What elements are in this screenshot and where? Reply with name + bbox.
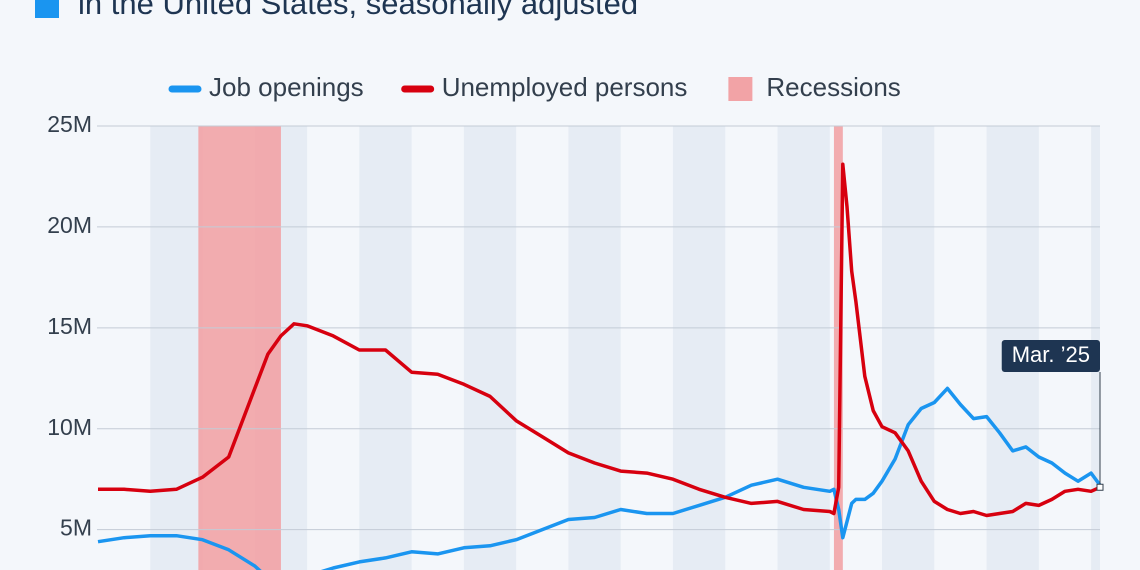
- chart-title: in the United States, seasonally adjuste…: [78, 0, 638, 21]
- y-tick-label: 10M: [47, 414, 92, 440]
- year-band: [672, 126, 726, 570]
- lines: [97, 162, 1102, 570]
- year-band: [882, 126, 935, 570]
- series-line: [97, 386, 1102, 570]
- legend-swatch: [728, 77, 753, 101]
- series-line: [98, 162, 1101, 518]
- annotation-text: Mar. ’25: [1012, 342, 1090, 367]
- year-band: [777, 126, 830, 570]
- year-band: [568, 126, 621, 570]
- annotation-point: [1096, 483, 1104, 491]
- y-tick-label: 5M: [60, 515, 92, 541]
- y-tick-label: 20M: [47, 212, 92, 238]
- y-tick-label: 25M: [47, 111, 92, 137]
- y-tick-label: 15M: [47, 313, 92, 339]
- legend-label: Unemployed persons: [442, 72, 688, 102]
- recessions: [198, 126, 843, 570]
- year-band: [359, 126, 412, 570]
- legend-label: Job openings: [209, 72, 364, 102]
- year-band: [150, 126, 203, 570]
- legend: Job openings Unemployed persons Recessions: [168, 72, 901, 102]
- grid: 5M 10M 15M 20M 25M: [47, 111, 1100, 541]
- annotation-box: [1001, 340, 1100, 372]
- legend-label: Recessions: [766, 72, 900, 102]
- annotation: Mar. ’25: [1001, 340, 1104, 491]
- recession-band: [833, 126, 843, 570]
- year-band: [463, 126, 517, 570]
- recession-band: [198, 126, 281, 570]
- title-icon: [35, 0, 59, 18]
- year-bands: [150, 126, 1100, 570]
